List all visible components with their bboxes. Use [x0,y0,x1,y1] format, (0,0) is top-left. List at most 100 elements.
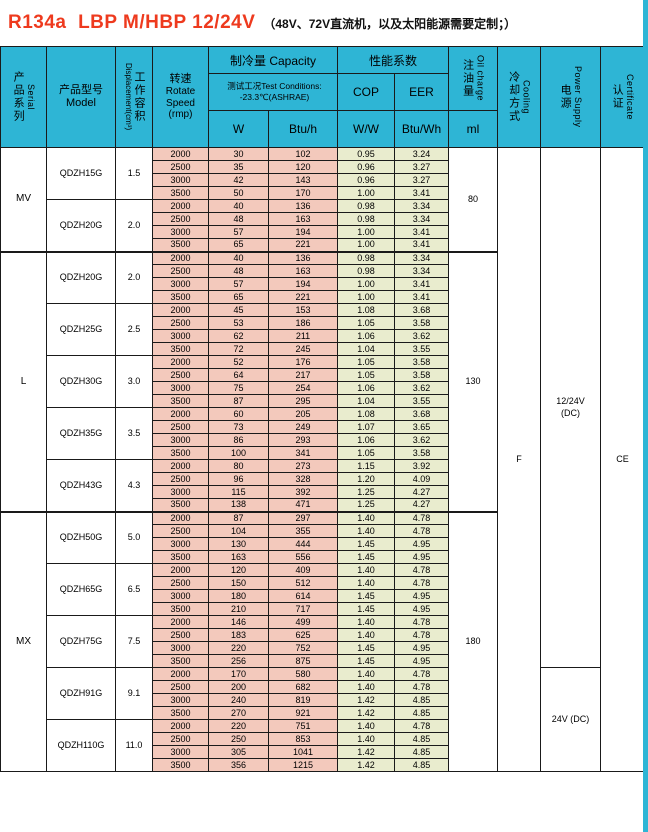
eer-cell: 3.34 [393,199,450,213]
capacity-w-cell: 73 [208,420,269,434]
cop-cell: 1.07 [337,420,395,434]
table-row: 3500 210 717 1.45 4.95 [1,602,645,616]
cooling-cell: F [497,147,542,772]
capacity-w-cell: 48 [208,212,269,226]
capacity-w-cell: 40 [208,250,269,265]
table-row: 2500 200 682 1.40 4.78 [1,680,645,694]
header-oil-cn: 注油量 [461,59,474,98]
capacity-btu-cell: 614 [268,589,338,603]
eer-cell: 3.58 [393,446,450,460]
model-cell: QDZH25G [46,303,116,356]
eer-cell: 3.41 [393,290,450,304]
header-speed-en2: Speed [166,97,195,109]
table-row: 3000 180 614 1.45 4.95 [1,589,645,603]
cop-cell: 1.40 [337,732,395,746]
header-power-supply: 电源 Power Supply [540,46,602,148]
eer-cell: 3.27 [393,173,450,187]
header-eer-unit: Btu/Wh [393,110,450,148]
cop-cell: 1.08 [337,407,395,421]
header-cert-en: Certificate [625,73,635,120]
table-row: 3500 100 341 1.05 3.58 [1,446,645,460]
table-row: MX QDZH50G 5.0 2000 87 297 1.40 4.78 180 [0,510,645,772]
capacity-w-cell: 146 [208,615,269,629]
eer-cell: 3.92 [393,459,450,473]
capacity-w-cell: 72 [208,342,269,356]
cop-cell: 1.45 [337,654,395,668]
eer-cell: 4.78 [393,680,450,694]
cop-cell: 1.40 [337,510,395,525]
capacity-btu-cell: 875 [268,654,338,668]
speed-cell: 3500 [152,186,209,200]
table-row: 3500 138 471 1.25 4.27 [1,498,645,512]
oil-charge-cell: 80 [448,147,499,252]
capacity-btu-cell: 751 [268,719,338,733]
eer-cell: 3.62 [393,381,450,395]
capacity-btu-cell: 499 [268,615,338,629]
capacity-w-cell: 75 [208,381,269,395]
capacity-w-cell: 120 [208,563,269,577]
cop-cell: 0.98 [337,199,395,213]
cop-cell: 1.45 [337,602,395,616]
eer-cell: 3.62 [393,329,450,343]
header-displacement-cn: 工作容积 [132,71,145,123]
eer-cell: 4.85 [393,732,450,746]
header-serial: 产品系列 Serial [0,46,47,148]
speed-cell: 2500 [152,732,209,746]
refrigerant-label: R134a [8,12,67,33]
cop-cell: 1.05 [337,446,395,460]
table-row: MV QDZH15G 1.5 2000 30 102 0.95 3.24 80 F 12/24V (… [0,147,646,772]
series-label: LBP M/HBP 12/24V [78,12,256,33]
cop-cell: 1.00 [337,290,395,304]
cop-cell: 1.40 [337,524,395,538]
speed-cell: 2000 [152,147,209,161]
displacement-cell: 3.5 [115,407,153,460]
speed-cell: 3000 [152,589,209,603]
capacity-w-cell: 65 [208,238,269,252]
table-row: 3000 42 143 0.96 3.27 [1,173,645,187]
eer-cell: 3.58 [393,368,450,382]
capacity-w-cell: 104 [208,524,269,538]
eer-cell: 4.78 [393,628,450,642]
capacity-w-cell: 115 [208,485,269,499]
speed-cell: 3000 [152,745,209,759]
cop-cell: 1.40 [337,576,395,590]
cop-cell: 1.06 [337,329,395,343]
capacity-btu-cell: 273 [268,459,338,473]
eer-cell: 4.27 [393,485,450,499]
speed-cell: 2000 [152,250,209,265]
model-cell: QDZH75G [46,615,116,668]
speed-cell: 2500 [152,524,209,538]
header-model: 产品型号 Model [46,46,116,148]
table-row: 2500 73 249 1.07 3.65 [1,420,645,434]
speed-cell: 3500 [152,290,209,304]
cop-cell: 0.98 [337,212,395,226]
eer-cell: 3.41 [393,277,450,291]
test-conditions-line1: 测试工况Test Conditions: [227,80,322,91]
header-oil-charge: 注油量 Oil charge [448,46,499,111]
eer-cell: 4.95 [393,654,450,668]
speed-cell: 3000 [152,641,209,655]
table-row: QDZH25G 2.5 2000 45 153 1.08 3.68 [1,303,645,356]
table-row: 2500 250 853 1.40 4.85 [1,732,645,746]
table-row: 3000 220 752 1.45 4.95 [1,641,645,655]
model-cell: QDZH91G [46,667,116,720]
capacity-w-cell: 45 [208,303,269,317]
capacity-btu-cell: 625 [268,628,338,642]
speed-cell: 3500 [152,498,209,512]
cop-cell: 1.04 [337,394,395,408]
displacement-cell: 9.1 [115,667,153,720]
spec-table-body: MV QDZH15G 1.5 2000 30 102 0.95 3.24 80 F 12/24V (… [0,147,646,772]
capacity-btu-cell: 328 [268,472,338,486]
speed-cell: 3500 [152,602,209,616]
capacity-btu-cell: 136 [268,199,338,213]
header-cooling-en: Cooling [521,79,532,115]
capacity-w-cell: 65 [208,290,269,304]
cop-cell: 0.96 [337,160,395,174]
header-eer: EER [393,73,450,111]
capacity-btu-cell: 1041 [268,745,338,759]
capacity-btu-cell: 409 [268,563,338,577]
capacity-btu-cell: 444 [268,537,338,551]
eer-cell: 3.34 [393,264,450,278]
model-cell: QDZH65G [46,563,116,616]
capacity-w-cell: 210 [208,602,269,616]
